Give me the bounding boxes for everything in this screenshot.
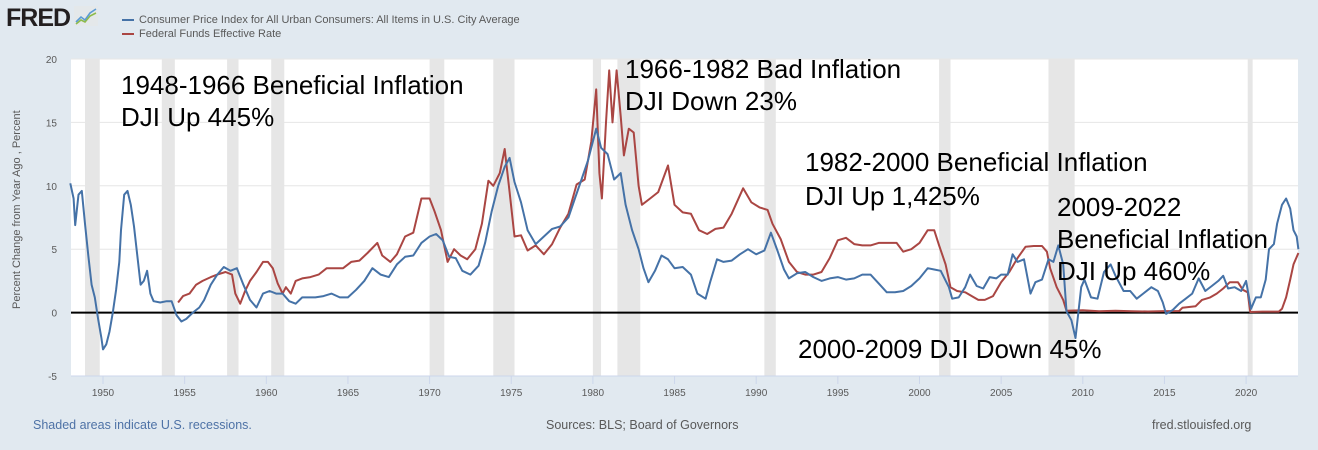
annotation-line: DJI Down 23% [625, 86, 797, 116]
annotation-line: 2000-2009 DJI Down 45% [798, 334, 1102, 364]
x-tick-label: 2015 [1153, 388, 1176, 399]
annotation-line: DJI Up 460% [1057, 256, 1210, 286]
sources-text: Sources: BLS; Board of Governors [546, 418, 739, 432]
data-series [69, 69, 1300, 351]
x-tick-label: 2020 [1235, 388, 1258, 399]
x-tick-label: 1955 [174, 388, 197, 399]
recession-band [493, 59, 515, 376]
x-tick-label: 1990 [745, 388, 768, 399]
x-tick-label: 1970 [418, 388, 441, 399]
annotation-1: 1948-1966 Beneficial Inflation DJI Up 445… [121, 70, 464, 132]
x-tick-label: 1950 [92, 388, 115, 399]
legend-item-cpi[interactable]: Consumer Price Index for All Urban Consu… [122, 13, 520, 27]
annotation-line: DJI Up 1,425% [805, 181, 980, 211]
recession-band [161, 59, 175, 376]
x-axis-ticks: 1950 1955 1960 1965 1970 1975 1980 1985 1990 1995… [71, 375, 1298, 399]
x-tick-label: 2000 [908, 388, 931, 399]
legend-label-cpi: Consumer Price Index for All Urban Consu… [139, 14, 520, 26]
annotation-line: 2009-2022 [1057, 192, 1181, 222]
x-tick-label: 1960 [255, 388, 278, 399]
annotation-3: 1982-2000 Beneficial Inflation DJI Up 1,4… [805, 147, 1148, 211]
y-tick-label: 10 [46, 182, 58, 193]
annotation-line: DJI Up 445% [121, 102, 274, 132]
chart-line-icon [74, 6, 99, 31]
recession-band [592, 59, 602, 376]
annotation-line: Beneficial Inflation [1057, 224, 1268, 254]
annotation-line: 1966-1982 Bad Inflation [625, 54, 901, 84]
y-axis-ticks: -5 0 5 10 15 20 [46, 55, 58, 383]
recession-band [271, 59, 285, 376]
annotation-2: 1966-1982 Bad Inflation DJI Down 23% [625, 54, 901, 116]
x-tick-label: 2005 [990, 388, 1013, 399]
x-tick-label: 2010 [1072, 388, 1095, 399]
legend-label-fedfunds: Federal Funds Effective Rate [139, 28, 282, 40]
chart-legend: Consumer Price Index for All Urban Consu… [122, 13, 520, 41]
recession-note: Shaded areas indicate U.S. recessions. [33, 418, 252, 432]
annotations: 1948-1966 Beneficial Inflation DJI Up 445… [121, 54, 1268, 364]
y-tick-label: 0 [51, 309, 57, 320]
annotation-5: 2000-2009 DJI Down 45% [798, 334, 1102, 364]
site-link[interactable]: fred.stlouisfed.org [1152, 418, 1252, 432]
legend-swatch-cpi [122, 19, 134, 21]
x-tick-label: 1975 [500, 388, 523, 399]
annotation-line: 1982-2000 Beneficial Inflation [805, 147, 1148, 177]
x-tick-label: 1980 [582, 388, 605, 399]
legend-swatch-fedfunds [122, 33, 134, 35]
y-tick-label: -5 [48, 372, 57, 383]
legend-item-fedfunds[interactable]: Federal Funds Effective Rate [122, 27, 520, 41]
annotation-4: 2009-2022 Beneficial Inflation DJI Up 460% [1057, 192, 1268, 286]
logo-text: FRED [6, 4, 71, 32]
grid-lines [71, 58, 1298, 250]
annotation-line: 1948-1966 Beneficial Inflation [121, 70, 464, 100]
series-line-fedfunds [177, 69, 1300, 313]
x-tick-label: 1965 [337, 388, 360, 399]
fred-logo[interactable]: FRED [6, 4, 99, 32]
y-tick-label: 5 [51, 245, 57, 256]
recession-band [85, 59, 100, 376]
recession-band [939, 59, 951, 376]
y-tick-label: 15 [46, 118, 58, 129]
series-line-cpi [69, 127, 1300, 351]
x-tick-label: 1985 [663, 388, 686, 399]
x-tick-label: 1995 [827, 388, 850, 399]
recession-band [1048, 59, 1075, 376]
recession-band [1247, 59, 1253, 376]
y-tick-label: 20 [46, 55, 58, 66]
recession-band [227, 59, 239, 376]
